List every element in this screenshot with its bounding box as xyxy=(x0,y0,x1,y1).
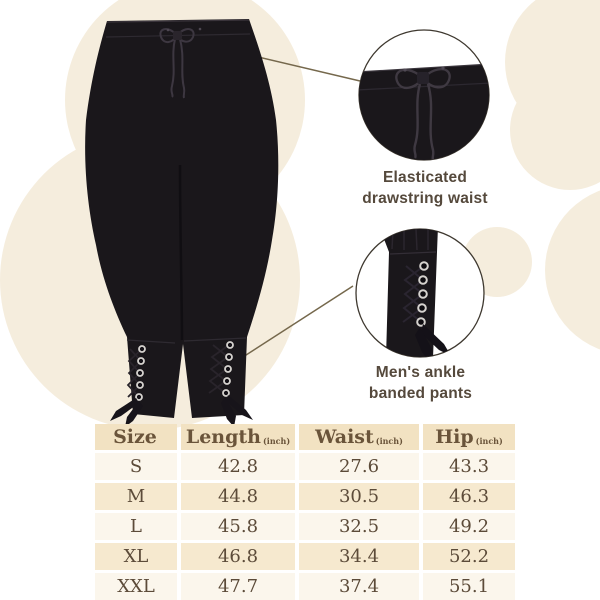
size-chart-table: Size Length (inch) Waist (inch) Hip (inch) … xyxy=(95,424,515,600)
header-label: Length xyxy=(185,426,261,448)
lace-tail xyxy=(415,327,432,357)
cell-waist: 37.4 xyxy=(299,573,419,600)
lace-tail xyxy=(226,395,253,420)
lace-tail xyxy=(110,398,139,421)
header-label: Size xyxy=(113,426,157,448)
drawstring-knot xyxy=(173,31,182,40)
cell-hip: 49.2 xyxy=(423,513,515,540)
cell-length: 42.8 xyxy=(181,453,295,480)
lace-tail xyxy=(421,324,451,356)
right-cuff-eyelets xyxy=(222,341,234,397)
cell-length: 44.8 xyxy=(181,483,295,510)
cell-hip: 46.3 xyxy=(423,483,515,510)
pants-photo xyxy=(85,19,279,427)
ankle-detail-callout xyxy=(355,228,485,358)
cell-size: S xyxy=(95,453,177,480)
ankle-callout-label-line1: Men's ankle xyxy=(375,364,466,381)
ankle-callout-eyelets xyxy=(416,261,429,327)
ankle-callout-label: Men's ankle banded pants xyxy=(328,362,513,404)
lace-tail xyxy=(221,397,236,427)
cord-eyelet xyxy=(166,28,170,32)
right-cuff-lacing xyxy=(208,341,253,427)
cell-waist: 34.4 xyxy=(299,543,419,570)
cell-waist: 27.6 xyxy=(299,453,419,480)
cell-size: L xyxy=(95,513,177,540)
header-label: Hip xyxy=(435,426,474,448)
header-cell-length: Length (inch) xyxy=(181,424,295,450)
pants-silhouette xyxy=(85,19,279,418)
lace-tail xyxy=(125,401,143,427)
waist-callout-label-line1: Elasticated xyxy=(382,169,468,186)
waistband-top-seam xyxy=(106,19,250,23)
decor-blob xyxy=(510,70,600,190)
left-cuff-lacing xyxy=(110,345,146,427)
callout-connector-line-ankle xyxy=(228,285,354,367)
center-crease xyxy=(178,164,184,341)
waist-callout-bow xyxy=(395,67,451,160)
header-cell-hip: Hip (inch) xyxy=(423,424,515,450)
cell-hip: 55.1 xyxy=(423,573,515,600)
cell-length: 45.8 xyxy=(181,513,295,540)
header-unit: (inch) xyxy=(475,436,503,446)
header-cell-waist: Waist (inch) xyxy=(299,424,419,450)
cell-size: M xyxy=(95,483,177,510)
cell-length: 47.7 xyxy=(181,573,295,600)
cell-size: XL xyxy=(95,543,177,570)
header-unit: (inch) xyxy=(375,436,403,446)
ankle-callout-label-line2: banded pants xyxy=(368,385,473,402)
header-cell-size: Size xyxy=(95,424,177,450)
cell-hip: 43.3 xyxy=(423,453,515,480)
waist-callout-label: Elasticated drawstring waist xyxy=(330,167,520,209)
gathered-folds xyxy=(391,229,429,251)
header-unit: (inch) xyxy=(263,436,291,446)
cord-eyelet xyxy=(198,27,202,31)
cell-waist: 32.5 xyxy=(299,513,419,540)
waist-callout-label-line2: drawstring waist xyxy=(362,190,488,207)
header-label: Waist xyxy=(315,426,374,448)
cell-size: XXL xyxy=(95,573,177,600)
cuff-seams xyxy=(126,337,247,344)
waist-detail-callout xyxy=(358,29,490,161)
cell-length: 46.8 xyxy=(181,543,295,570)
left-cuff-eyelets xyxy=(135,345,146,401)
cell-waist: 30.5 xyxy=(299,483,419,510)
cell-hip: 52.2 xyxy=(423,543,515,570)
